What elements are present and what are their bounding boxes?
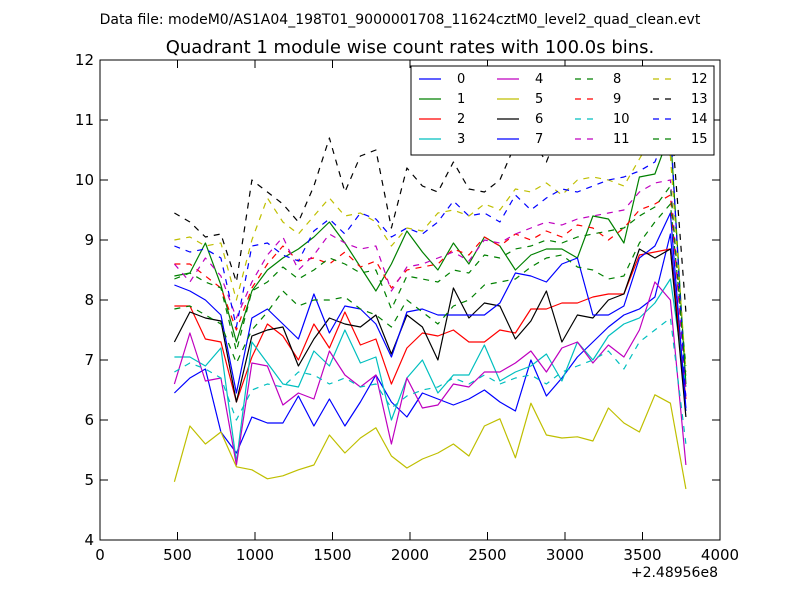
data-file-label: Data file: modeM0/AS1A04_198T01_90000017… <box>100 12 701 28</box>
y-tick-label: 11 <box>75 111 94 129</box>
y-tick-label: 9 <box>84 231 94 249</box>
legend-label-14: 14 <box>691 112 708 127</box>
series-line-11 <box>173 179 687 397</box>
x-tick-label: 500 <box>163 546 192 564</box>
y-tick-label: 6 <box>84 411 94 429</box>
series-line-9 <box>174 194 687 391</box>
chart-title: Quadrant 1 module wise count rates with … <box>166 37 655 58</box>
legend-label-12: 12 <box>691 72 708 87</box>
legend-box <box>410 65 715 156</box>
series-line-14 <box>174 122 687 403</box>
x-tick-label: 3000 <box>546 546 584 564</box>
y-tick-label: 5 <box>84 471 94 489</box>
x-tick-label: 1000 <box>236 546 274 564</box>
series-line-15 <box>174 185 687 379</box>
legend-label-15: 15 <box>691 132 708 147</box>
y-tick-label: 7 <box>84 351 94 369</box>
series-line-5 <box>173 394 687 490</box>
series-line-10 <box>174 317 687 445</box>
legend-label-0: 0 <box>457 72 465 87</box>
series-line-3 <box>174 278 687 463</box>
legend-label-9: 9 <box>613 92 621 107</box>
legend-label-6: 6 <box>535 112 543 127</box>
legend-label-13: 13 <box>691 92 708 107</box>
x-tick-label: 2000 <box>391 546 429 564</box>
legend-label-5: 5 <box>535 92 543 107</box>
axis-ticks: 0 500 1000 1500 2000 2500 3000 3500 400045678910… <box>75 51 739 564</box>
series-line-7 <box>174 212 687 409</box>
x-tick-label: 3500 <box>623 546 661 564</box>
y-tick-label: 10 <box>75 171 94 189</box>
legend-label-10: 10 <box>613 112 630 127</box>
series-group <box>173 107 687 490</box>
legend-label-1: 1 <box>457 92 465 107</box>
series-line-0 <box>173 233 687 454</box>
series-line-12 <box>174 131 687 373</box>
legend-label-11: 11 <box>613 132 630 147</box>
series-line-8 <box>174 203 687 367</box>
y-tick-label: 12 <box>75 51 94 69</box>
y-tick-label: 4 <box>84 531 94 549</box>
x-tick-label: 4000 <box>701 546 739 564</box>
legend-label-2: 2 <box>457 112 465 127</box>
legend-label-3: 3 <box>457 132 465 147</box>
legend-label-4: 4 <box>535 72 543 87</box>
x-tick-label: 2500 <box>468 546 506 564</box>
legend-label-8: 8 <box>613 72 621 87</box>
x-tick-label: 0 <box>95 546 105 564</box>
series-line-6 <box>173 248 687 418</box>
x-offset-label: +2.48956e8 <box>631 565 718 581</box>
x-tick-label: 1500 <box>313 546 351 564</box>
series-line-2 <box>174 248 687 403</box>
series-line-4 <box>173 281 687 466</box>
legend-label-7: 7 <box>535 132 543 147</box>
y-tick-label: 8 <box>84 291 94 309</box>
